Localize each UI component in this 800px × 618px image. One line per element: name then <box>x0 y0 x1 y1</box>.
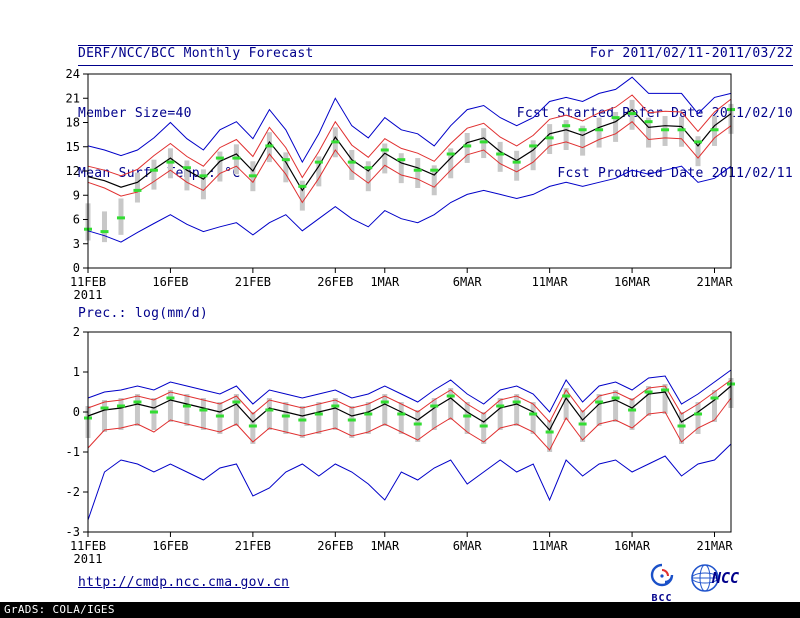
ncc-logo: NCC <box>688 561 744 601</box>
svg-text:21MAR: 21MAR <box>696 275 733 289</box>
svg-text:16FEB: 16FEB <box>152 275 188 289</box>
svg-text:18: 18 <box>66 116 80 130</box>
svg-text:0: 0 <box>73 405 80 419</box>
svg-text:16MAR: 16MAR <box>614 275 651 289</box>
bcc-logo: BCC <box>642 563 682 604</box>
svg-text:2: 2 <box>73 326 80 339</box>
grads-credit-text: GrADS: COLA/IGES <box>4 603 115 616</box>
svg-text:-2: -2 <box>66 485 80 499</box>
bcc-logo-label: BCC <box>651 593 673 604</box>
svg-text:11FEB: 11FEB <box>70 539 106 553</box>
ncc-globe-icon: NCC <box>691 564 739 592</box>
precipitation-chart: -3 -2 -1 0 1 2 11FEB 16FEB 21FEB 26FEB 1MAR 6MAR 11M… <box>30 325 743 566</box>
svg-text:16MAR: 16MAR <box>614 539 651 553</box>
svg-text:-3: -3 <box>66 525 80 539</box>
cmdp-link[interactable]: http://cmdp.ncc.cma.gov.cn <box>78 575 290 590</box>
svg-text:6MAR: 6MAR <box>453 539 483 553</box>
forecast-range-label: For 2011/02/11-2011/03/22 <box>589 46 793 61</box>
svg-text:6MAR: 6MAR <box>453 275 483 289</box>
precip-chart-title: Prec.: log(mm/d) <box>78 306 209 321</box>
svg-text:0: 0 <box>73 261 80 275</box>
svg-text:12: 12 <box>66 164 80 178</box>
ncc-logo-label: NCC <box>711 569 739 587</box>
svg-text:1MAR: 1MAR <box>370 539 400 553</box>
svg-text:26FEB: 26FEB <box>317 275 353 289</box>
svg-text:21: 21 <box>66 91 80 105</box>
svg-text:21FEB: 21FEB <box>235 275 271 289</box>
svg-text:24: 24 <box>66 68 80 81</box>
header-divider-2 <box>78 65 793 66</box>
svg-text:21FEB: 21FEB <box>235 539 271 553</box>
svg-text:11MAR: 11MAR <box>532 539 569 553</box>
header-divider-1 <box>78 45 793 46</box>
page-title: DERF/NCC/BCC Monthly Forecast <box>78 46 314 61</box>
grads-credit-bar: GrADS: COLA/IGES <box>0 602 800 618</box>
svg-text:1MAR: 1MAR <box>370 275 400 289</box>
svg-text:21MAR: 21MAR <box>696 539 733 553</box>
svg-text:16FEB: 16FEB <box>152 539 188 553</box>
svg-text:11FEB: 11FEB <box>70 275 106 289</box>
svg-text:2011: 2011 <box>74 552 103 566</box>
member-size-label: Member Size=40 <box>78 106 192 121</box>
fcst-produced-label: Fcst Produced Date 2011/02/11 <box>557 166 793 181</box>
svg-text:26FEB: 26FEB <box>317 539 353 553</box>
bcc-swirl-icon <box>650 563 674 587</box>
svg-text:3: 3 <box>73 237 80 251</box>
svg-text:15: 15 <box>66 140 80 154</box>
svg-text:1: 1 <box>73 365 80 379</box>
temperature-chart: 0 3 6 9 12 15 18 21 24 11FEB 16FEB 21FEB 26FEB 1MAR 6M… <box>30 67 743 302</box>
svg-text:6: 6 <box>73 213 80 227</box>
svg-text:11MAR: 11MAR <box>532 275 569 289</box>
svg-text:9: 9 <box>73 188 80 202</box>
svg-text:2011: 2011 <box>74 288 103 302</box>
svg-text:-1: -1 <box>66 445 80 459</box>
